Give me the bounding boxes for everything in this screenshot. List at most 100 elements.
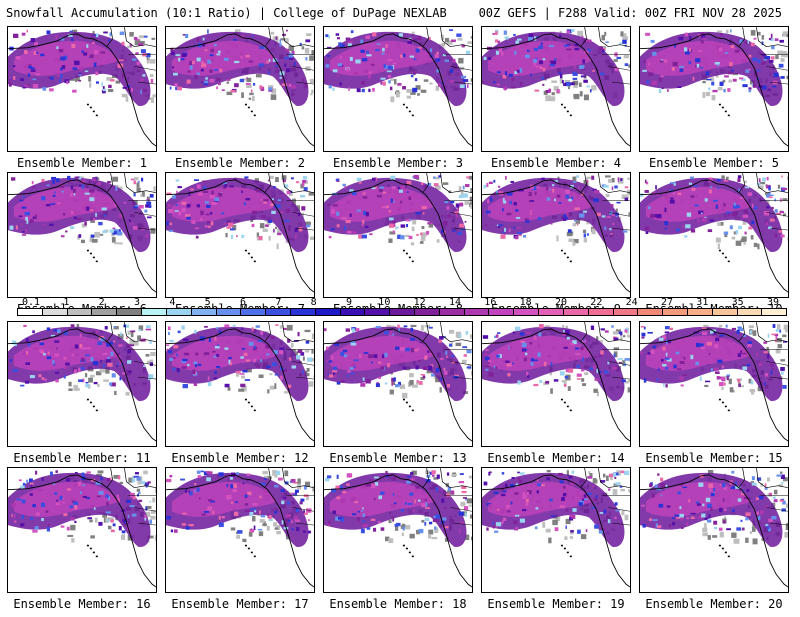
map-graphic bbox=[640, 27, 788, 151]
ensemble-panel[interactable]: Ensemble Member: 20 bbox=[639, 467, 789, 615]
colorbar-label: 20 bbox=[555, 298, 567, 308]
colorbar-label: 0.1 bbox=[22, 298, 40, 308]
ensemble-panel[interactable]: Ensemble Member: 12 bbox=[165, 321, 315, 469]
colorbar-swatches bbox=[17, 308, 787, 316]
colorbar-swatch bbox=[167, 309, 192, 315]
ensemble-row-1: Ensemble Member: 1 Ensemble Member: 2 En… bbox=[0, 26, 800, 176]
snowfall-map bbox=[165, 172, 315, 298]
colorbar-swatch bbox=[68, 309, 93, 315]
snowfall-map bbox=[7, 172, 157, 298]
colorbar-swatch bbox=[465, 309, 490, 315]
map-graphic bbox=[482, 468, 630, 592]
ensemble-panel[interactable]: Ensemble Member: 11 bbox=[7, 321, 157, 469]
snowfall-map bbox=[165, 321, 315, 447]
map-graphic bbox=[640, 173, 788, 297]
snowfall-map bbox=[481, 172, 631, 298]
snowfall-map bbox=[323, 26, 473, 152]
colorbar-swatch bbox=[291, 309, 316, 315]
ensemble-member-label: Ensemble Member: 18 bbox=[317, 597, 479, 611]
colorbar-label: 22 bbox=[590, 298, 602, 308]
colorbar-label: 16 bbox=[484, 298, 496, 308]
ensemble-member-label: Ensemble Member: 17 bbox=[159, 597, 321, 611]
colorbar-label: 24 bbox=[626, 298, 638, 308]
colorbar-label: 5 bbox=[205, 298, 211, 308]
snowfall-map bbox=[639, 321, 789, 447]
ensemble-panel[interactable]: Ensemble Member: 5 bbox=[639, 26, 789, 174]
ensemble-member-label: Ensemble Member: 14 bbox=[475, 451, 637, 465]
map-graphic bbox=[482, 322, 630, 446]
colorbar-label: 6 bbox=[240, 298, 246, 308]
ensemble-panel[interactable]: Ensemble Member: 4 bbox=[481, 26, 631, 174]
snowfall-map bbox=[323, 321, 473, 447]
ensemble-panel[interactable]: Ensemble Member: 13 bbox=[323, 321, 473, 469]
snowfall-map bbox=[165, 467, 315, 593]
snowfall-map bbox=[165, 26, 315, 152]
ensemble-panel[interactable]: Ensemble Member: 15 bbox=[639, 321, 789, 469]
map-graphic bbox=[482, 173, 630, 297]
run-valid-time: 00Z GEFS | F288 Valid: 00Z FRI NOV 28 20… bbox=[479, 6, 782, 20]
colorbar-swatch bbox=[365, 309, 390, 315]
map-graphic bbox=[482, 27, 630, 151]
colorbar-label: 4 bbox=[169, 298, 175, 308]
ensemble-panel[interactable]: Ensemble Member: 16 bbox=[7, 467, 157, 615]
colorbar-swatch bbox=[589, 309, 614, 315]
ensemble-panel[interactable]: Ensemble Member: 1 bbox=[7, 26, 157, 174]
colorbar-label: 31 bbox=[696, 298, 708, 308]
ensemble-member-label: Ensemble Member: 3 bbox=[317, 156, 479, 170]
colorbar-swatch bbox=[192, 309, 217, 315]
ensemble-panel[interactable]: Ensemble Member: 14 bbox=[481, 321, 631, 469]
snowfall-map bbox=[639, 26, 789, 152]
colorbar-swatch bbox=[142, 309, 167, 315]
colorbar-label: 39 bbox=[767, 298, 779, 308]
map-graphic bbox=[8, 322, 156, 446]
map-graphic bbox=[8, 27, 156, 151]
ensemble-row-4: Ensemble Member: 16 Ensemble Member: 17 … bbox=[0, 467, 800, 617]
ensemble-panel[interactable]: Ensemble Member: 2 bbox=[165, 26, 315, 174]
snowfall-map bbox=[639, 467, 789, 593]
snowfall-map bbox=[481, 467, 631, 593]
map-graphic bbox=[640, 468, 788, 592]
ensemble-member-label: Ensemble Member: 15 bbox=[633, 451, 795, 465]
snowfall-map bbox=[639, 172, 789, 298]
ensemble-member-label: Ensemble Member: 5 bbox=[633, 156, 795, 170]
colorbar-swatch bbox=[390, 309, 415, 315]
colorbar-label: 3 bbox=[134, 298, 140, 308]
snowfall-map bbox=[481, 26, 631, 152]
map-graphic bbox=[640, 322, 788, 446]
colorbar-label: 27 bbox=[661, 298, 673, 308]
colorbar-swatch bbox=[117, 309, 142, 315]
ensemble-member-label: Ensemble Member: 2 bbox=[159, 156, 321, 170]
snowfall-map bbox=[7, 467, 157, 593]
colorbar-label: 7 bbox=[275, 298, 281, 308]
ensemble-panel[interactable]: Ensemble Member: 3 bbox=[323, 26, 473, 174]
colorbar-swatch bbox=[217, 309, 242, 315]
colorbar-label: 2 bbox=[99, 298, 105, 308]
ensemble-member-label: Ensemble Member: 1 bbox=[1, 156, 163, 170]
snowfall-map bbox=[7, 26, 157, 152]
colorbar-swatch bbox=[663, 309, 688, 315]
map-graphic bbox=[8, 173, 156, 297]
colorbar-swatch bbox=[316, 309, 341, 315]
map-graphic bbox=[324, 27, 472, 151]
ensemble-member-label: Ensemble Member: 16 bbox=[1, 597, 163, 611]
ensemble-row-3: Ensemble Member: 11 Ensemble Member: 12 … bbox=[0, 321, 800, 471]
snowfall-map bbox=[323, 467, 473, 593]
ensemble-panel[interactable]: Ensemble Member: 17 bbox=[165, 467, 315, 615]
colorbar-label: 18 bbox=[520, 298, 532, 308]
ensemble-member-label: Ensemble Member: 20 bbox=[633, 597, 795, 611]
map-graphic bbox=[166, 322, 314, 446]
ensemble-panel[interactable]: Ensemble Member: 18 bbox=[323, 467, 473, 615]
colorbar-swatch bbox=[713, 309, 738, 315]
colorbar-swatch bbox=[638, 309, 663, 315]
colorbar-swatch bbox=[564, 309, 589, 315]
colorbar-swatch bbox=[266, 309, 291, 315]
map-title: Snowfall Accumulation (10:1 Ratio) | Col… bbox=[6, 6, 447, 20]
colorbar-swatch bbox=[415, 309, 440, 315]
colorbar-label: 10 bbox=[378, 298, 390, 308]
ensemble-member-label: Ensemble Member: 19 bbox=[475, 597, 637, 611]
ensemble-panel[interactable]: Ensemble Member: 19 bbox=[481, 467, 631, 615]
colorbar-swatch bbox=[92, 309, 117, 315]
map-graphic bbox=[324, 322, 472, 446]
colorbar-label: 1 bbox=[63, 298, 69, 308]
